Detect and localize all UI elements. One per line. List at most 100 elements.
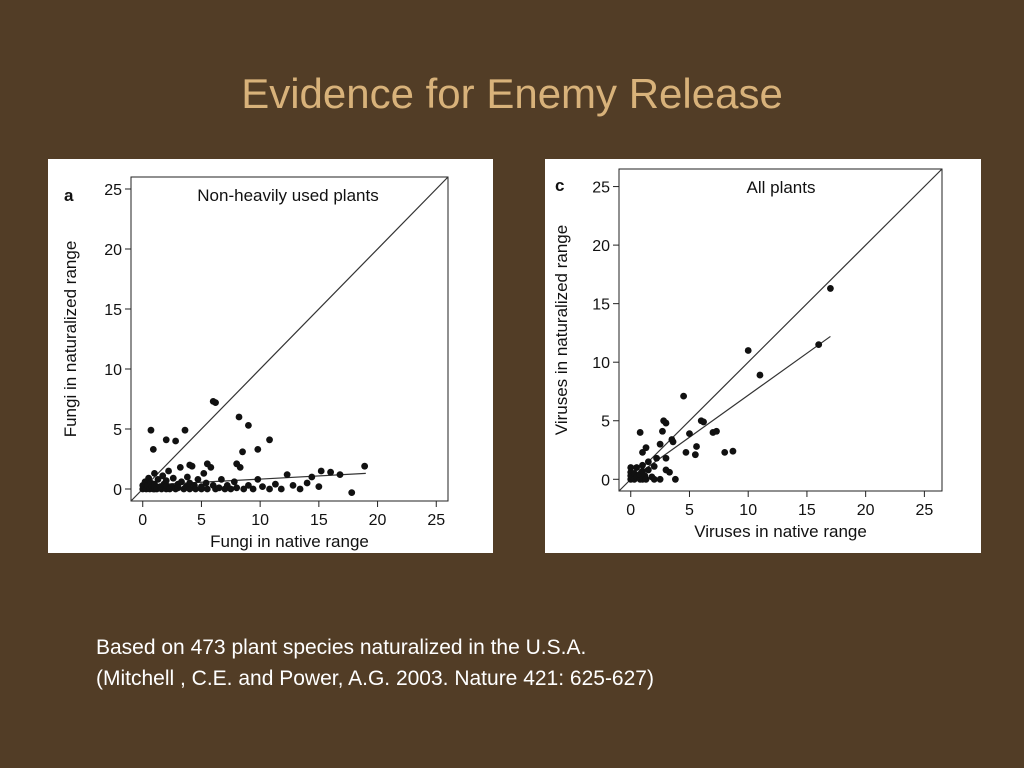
- x-tick-label: 5: [197, 512, 206, 529]
- data-point: [348, 489, 356, 496]
- y-tick-label: 25: [104, 182, 122, 199]
- data-point: [693, 443, 700, 450]
- data-point: [662, 466, 670, 474]
- data-point: [203, 485, 211, 493]
- y-tick-label: 20: [592, 238, 610, 255]
- data-point: [315, 483, 323, 490]
- data-point: [317, 467, 325, 475]
- data-point: [203, 460, 211, 468]
- data-point: [756, 371, 764, 379]
- y-tick-label: 15: [104, 302, 122, 319]
- caption-line-1: Based on 473 plant species naturalized i…: [96, 636, 587, 659]
- x-tick-label: 10: [739, 502, 757, 519]
- data-point: [230, 478, 238, 486]
- regression-line: [630, 335, 831, 480]
- data-point: [327, 468, 334, 476]
- data-point: [671, 475, 679, 483]
- data-point: [198, 483, 205, 490]
- data-point: [662, 419, 670, 427]
- data-point: [176, 464, 184, 471]
- data-point: [162, 436, 170, 444]
- data-point: [245, 482, 252, 489]
- y-axis-label: Viruses in naturalized range: [552, 225, 571, 435]
- data-point: [194, 476, 202, 483]
- data-point: [192, 485, 199, 493]
- data-point: [289, 482, 297, 489]
- data-point: [266, 436, 273, 444]
- data-point: [827, 285, 834, 292]
- data-point: [147, 426, 155, 434]
- x-axis-label: Fungi in native range: [210, 532, 369, 551]
- data-point: [361, 462, 369, 470]
- one-to-one-line: [130, 176, 449, 502]
- data-point: [669, 438, 677, 446]
- data-point: [181, 426, 189, 434]
- data-point: [240, 485, 248, 493]
- data-point: [266, 485, 273, 493]
- x-tick-label: 25: [915, 502, 933, 519]
- data-point: [336, 471, 344, 478]
- data-point: [627, 464, 635, 471]
- x-tick-label: 0: [626, 502, 635, 519]
- scatter-plot-a: 0 5 10 15 20 25 0 5 10 15 20 25 a Non-heavily used pl…: [61, 176, 449, 551]
- data-point: [303, 479, 311, 487]
- data-point: [653, 454, 660, 462]
- chart-title: All plants: [747, 178, 816, 197]
- data-point: [254, 476, 262, 483]
- data-point: [259, 483, 266, 490]
- x-tick-label: 10: [251, 512, 269, 529]
- caption-line-2: (Mitchell , C.E. and Power, A.G. 2003. N…: [96, 667, 654, 690]
- data-point: [249, 485, 257, 493]
- y-tick-label: 15: [592, 297, 610, 314]
- data-point: [233, 484, 241, 492]
- data-point: [636, 429, 644, 436]
- data-point: [680, 392, 687, 400]
- data-point: [174, 484, 182, 492]
- data-point: [178, 478, 185, 486]
- y-tick-label: 20: [104, 242, 122, 259]
- y-tick-label: 0: [113, 482, 122, 499]
- data-point: [296, 485, 304, 493]
- x-tick-label: 20: [857, 502, 875, 519]
- data-point: [744, 347, 752, 354]
- data-point: [277, 485, 285, 493]
- data-point: [149, 446, 157, 453]
- x-axis-label: Viruses in native range: [694, 522, 867, 541]
- data-point: [200, 470, 208, 477]
- data-point: [642, 475, 650, 483]
- data-point: [212, 399, 219, 406]
- y-tick-label: 10: [104, 362, 122, 379]
- data-point: [639, 461, 646, 469]
- plot-frame: [618, 168, 943, 492]
- data-point: [183, 473, 191, 481]
- x-tick-label: 0: [138, 512, 147, 529]
- chart-panel-a: 0 5 10 15 20 25 0 5 10 15 20 25 a Non-heavily used pl…: [48, 159, 493, 553]
- slide-title: Evidence for Enemy Release: [241, 70, 783, 117]
- data-point: [162, 477, 170, 484]
- data-point: [272, 480, 279, 488]
- data-point: [308, 473, 316, 481]
- data-point: [239, 448, 246, 456]
- data-point: [729, 447, 737, 455]
- data-point: [169, 474, 177, 482]
- x-tick-label: 5: [685, 502, 694, 519]
- data-point: [644, 466, 652, 474]
- panel-label: c: [555, 176, 564, 195]
- data-point: [233, 460, 241, 468]
- data-point: [245, 422, 252, 429]
- data-point: [659, 427, 666, 435]
- x-tick-label: 15: [310, 512, 328, 529]
- caption: Based on 473 plant species naturalized i…: [96, 632, 654, 694]
- data-point: [662, 454, 670, 462]
- y-tick-label: 25: [592, 180, 610, 197]
- one-to-one-line: [618, 168, 943, 492]
- data-point: [642, 444, 650, 452]
- data-point: [235, 413, 243, 421]
- x-tick-label: 20: [369, 512, 387, 529]
- data-point: [721, 448, 729, 456]
- data-point: [151, 470, 158, 477]
- panel-label: a: [64, 186, 74, 205]
- plot-frame: [130, 176, 449, 502]
- data-point: [686, 430, 693, 438]
- x-tick-label: 25: [427, 512, 445, 529]
